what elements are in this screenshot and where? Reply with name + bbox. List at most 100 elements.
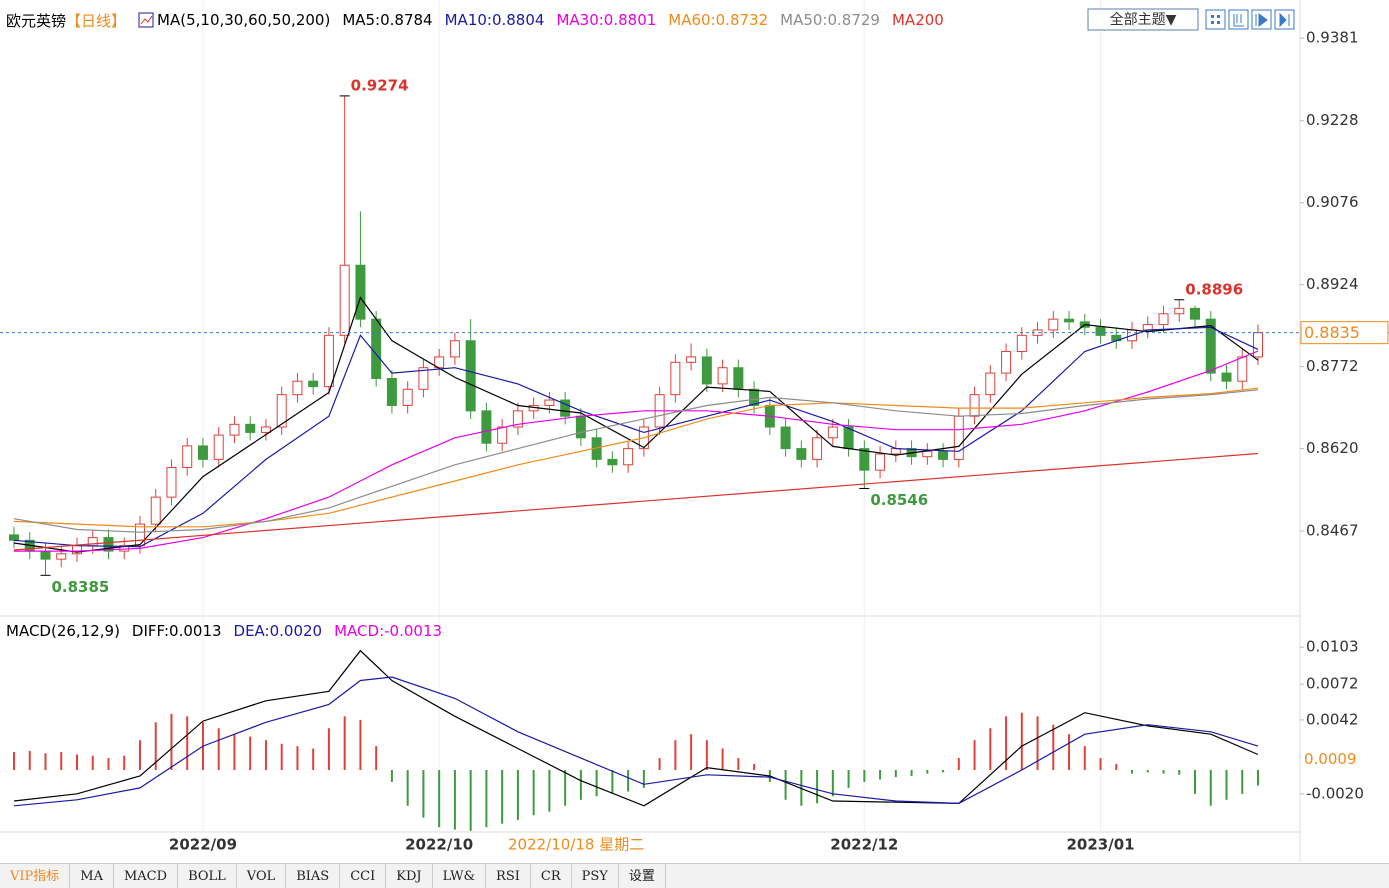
candle-body	[1158, 313, 1169, 326]
indicator-tab[interactable]: CR	[531, 864, 572, 888]
tool-icons[interactable]	[1205, 9, 1295, 30]
ma-icon	[138, 12, 154, 28]
indicator-tab[interactable]: RSI	[486, 864, 531, 888]
indicator-tab[interactable]: CCI	[340, 864, 387, 888]
candle-body	[308, 380, 319, 388]
candle-body	[197, 445, 208, 460]
macd-title: MACD(26,12,9)	[6, 622, 120, 640]
indicator-tab[interactable]: PSY	[572, 864, 619, 888]
candle-body	[827, 426, 838, 439]
y-tick-label: -0.0020	[1306, 784, 1364, 802]
candle-body	[575, 415, 586, 439]
x-tick-label: 2022/10	[405, 836, 473, 854]
indicator-tab[interactable]: BIAS	[286, 864, 341, 888]
ma-line	[13, 649, 1259, 807]
indicator-tab[interactable]: MACD	[114, 864, 179, 888]
indicator-tab[interactable]: 设置	[619, 864, 666, 888]
candle-body	[780, 426, 791, 450]
ma-line	[13, 389, 1259, 533]
price-legend: 欧元英镑 【日线】 MA(5,10,30,60,50,200) MA5:0.87…	[6, 9, 956, 31]
macd-legend: MACD(26,12,9) DIFF:0.0013 DEA:0.0020 MACD:…	[6, 620, 454, 642]
candle-body	[717, 367, 728, 385]
legend-entry: MA10:0.8804	[444, 11, 545, 29]
candle-body	[1142, 324, 1153, 331]
candle-body	[134, 523, 145, 547]
legend-entry: MA30:0.8801	[556, 11, 657, 29]
candle-body	[560, 399, 571, 417]
candle-body	[1001, 351, 1012, 374]
candle-body	[166, 466, 177, 498]
candle-body	[418, 367, 429, 390]
candle-body	[323, 334, 334, 388]
theme-button[interactable]	[1087, 8, 1199, 31]
low-label: 0.8546	[870, 491, 928, 509]
x-tick-label: 2023/01	[1066, 836, 1134, 854]
indicator-tab[interactable]: MA	[70, 864, 114, 888]
candle-body	[229, 423, 240, 436]
theme-button-label[interactable]: 全部主题▼	[1110, 11, 1177, 28]
y-tick-label: 0.9228	[1306, 111, 1359, 129]
ma-title: MA(5,10,30,60,50,200)	[157, 11, 331, 29]
ma-line	[13, 326, 1259, 548]
symbol: 欧元英镑	[6, 11, 67, 30]
y-tick-label: 0.0103	[1306, 638, 1359, 656]
cursor-label: 2022/10/18 星期二	[508, 836, 644, 854]
candle-body	[670, 361, 681, 396]
candle-body	[623, 448, 634, 466]
y-tick-label: 0.8467	[1306, 522, 1359, 540]
candle-body	[1237, 356, 1248, 382]
candle-body	[969, 394, 980, 417]
candle-body	[56, 553, 67, 560]
candle-body	[733, 367, 744, 390]
y-tick-label: 0.8620	[1306, 439, 1359, 457]
legend-entry: MA50:0.8729	[780, 11, 880, 29]
candle-body	[182, 445, 193, 468]
candle-body	[749, 388, 760, 406]
candle-body	[465, 340, 476, 412]
y-tick-label: 0.0042	[1306, 710, 1359, 728]
indicator-tabs: VIP指标 MA MACD BOLL VOL BIAS CCI KDJ LW& RSI CR PSY 设…	[0, 863, 1389, 888]
candle-body	[875, 453, 886, 471]
candle-body	[497, 426, 508, 444]
candle-body	[544, 399, 555, 406]
candle-body	[402, 388, 413, 406]
candle-body	[953, 415, 964, 460]
candle-body	[1221, 372, 1232, 382]
candle-body	[1016, 334, 1027, 353]
candle-body	[686, 356, 697, 363]
candle-body	[481, 410, 492, 444]
candle-body	[512, 410, 523, 428]
legend-entry: DEA:0.0020	[233, 622, 323, 640]
indicator-tab[interactable]: LW&	[433, 864, 487, 888]
candle-body	[292, 380, 303, 396]
candle-body	[859, 448, 870, 471]
candle-body	[607, 458, 618, 466]
indicator-tab[interactable]: BOLL	[178, 864, 237, 888]
candle-body	[796, 448, 807, 460]
candle-body	[150, 496, 161, 525]
indicator-tab[interactable]: VIP指标	[0, 864, 71, 888]
candle-body	[339, 264, 350, 336]
macd-marker-box	[1301, 749, 1388, 770]
candle-body	[938, 450, 949, 460]
candle-body	[985, 372, 996, 396]
period: 【日线】	[66, 11, 127, 30]
y-tick-label: 0.8772	[1306, 357, 1359, 375]
cursor-label-box	[505, 835, 675, 855]
legend-entry: MA60:0.8732	[668, 11, 769, 29]
indicator-tab[interactable]: KDJ	[386, 864, 433, 888]
candle-body	[701, 356, 712, 385]
y-tick-label: 0.9381	[1306, 29, 1359, 47]
y-tick-label: 0.9076	[1306, 193, 1359, 211]
candle-body	[1048, 318, 1059, 331]
candle-body	[449, 340, 460, 358]
candle-body	[890, 448, 901, 455]
legend-entry: MA200	[891, 11, 944, 29]
last-price-label: 0.8835	[1304, 323, 1360, 342]
legend-entry: DIFF:0.0013	[131, 622, 222, 640]
indicator-tab[interactable]: VOL	[237, 864, 287, 888]
high-label: 0.9274	[351, 76, 409, 94]
legend-entry: MA5:0.8784	[342, 11, 433, 29]
